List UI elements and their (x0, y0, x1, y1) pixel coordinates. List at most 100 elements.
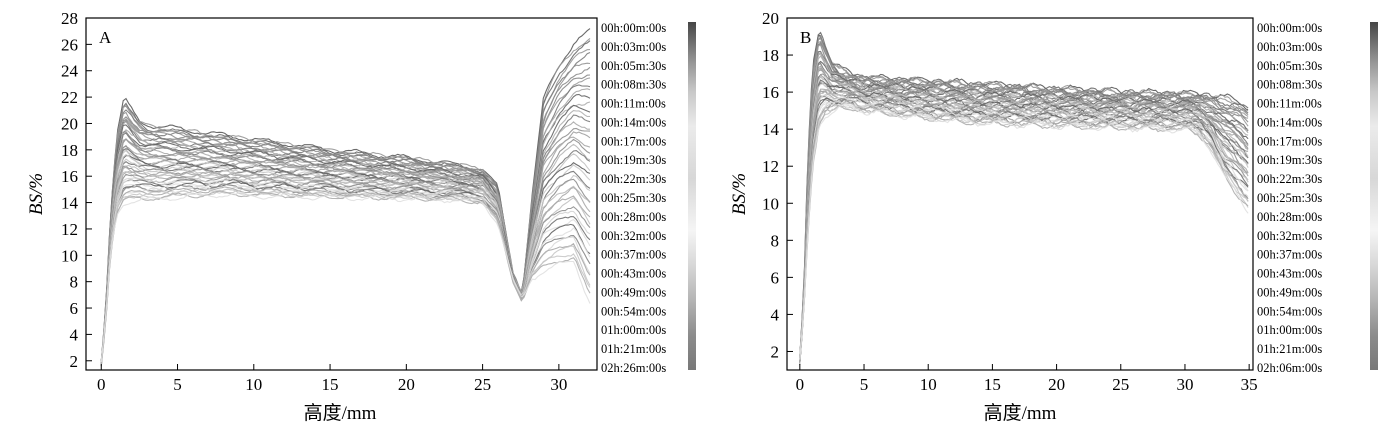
legend-entry: 00h:05m:30s (1257, 59, 1322, 73)
series-line (799, 41, 1249, 359)
x-tick-label: 5 (860, 375, 869, 394)
series-line (799, 104, 1249, 358)
series-line (799, 92, 1249, 359)
legend-color-bar (1370, 22, 1378, 370)
x-axis-label: 高度/mm (984, 402, 1057, 424)
series-line (100, 188, 591, 363)
series-line (799, 100, 1249, 363)
y-tick-label: 6 (70, 299, 79, 318)
legend-entry: 00h:00m:00s (601, 21, 666, 35)
x-tick-label: 0 (796, 375, 805, 394)
y-tick-label: 6 (771, 268, 780, 287)
x-tick-label: 10 (920, 375, 937, 394)
series-line (100, 181, 591, 362)
y-tick-label: 2 (70, 352, 79, 371)
series-line (799, 97, 1249, 364)
series-line (799, 103, 1249, 360)
legend-entry: 00h:37m:00s (601, 248, 666, 262)
x-tick-label: 35 (1241, 375, 1258, 394)
y-tick-label: 8 (771, 231, 780, 250)
series-line (799, 103, 1249, 360)
series-line (100, 192, 591, 363)
y-tick-label: 28 (61, 9, 78, 28)
series-line (100, 104, 591, 363)
x-tick-label: 30 (1176, 375, 1193, 394)
series-line (799, 31, 1249, 365)
x-tick-label: 25 (474, 375, 491, 394)
legend-entry: 00h:25m:30s (1257, 191, 1322, 205)
series-line (799, 90, 1249, 359)
x-tick-label: 20 (1048, 375, 1065, 394)
series-line (799, 36, 1249, 357)
panel-label: A (99, 28, 112, 47)
legend-entry: 00h:05m:30s (601, 59, 666, 73)
series-line (100, 173, 591, 363)
legend-entry: 00h:54m:00s (1257, 304, 1322, 318)
series-line (100, 182, 591, 365)
series-line (799, 34, 1249, 358)
series-line (100, 77, 591, 364)
series-line (100, 93, 591, 365)
legend-entry: 00h:28m:00s (601, 210, 666, 224)
x-tick-label: 20 (398, 375, 415, 394)
y-axis-label: BS/% (729, 173, 750, 215)
series-line (100, 177, 591, 362)
x-tick-label: 0 (97, 375, 106, 394)
series-line (100, 186, 591, 364)
series-line (799, 89, 1249, 364)
legend-entry: 01h:00m:00s (601, 323, 666, 337)
y-tick-label: 20 (762, 9, 779, 28)
series-line (100, 178, 591, 363)
legend-entry: 00h:19m:30s (601, 153, 666, 167)
chart-panel-b: 0 5 10 15 20 25 30 35 2 4 6 8 10 12 14 16 18 20 B 高度/mm BS/%… (729, 9, 1378, 424)
y-tick-label: 10 (762, 194, 779, 213)
y-tick-label: 22 (61, 88, 78, 107)
series-line (100, 179, 591, 366)
series-line (100, 40, 591, 365)
legend-entry: 00h:08m:30s (1257, 78, 1322, 92)
legend-entry: 01h:21m:00s (601, 342, 666, 356)
series-line (100, 131, 591, 365)
y-tick-label: 2 (771, 342, 780, 361)
y-tick-label: 14 (762, 120, 780, 139)
series-line (799, 93, 1249, 364)
legend-entry: 00h:43m:00s (601, 267, 666, 281)
series-line (100, 171, 591, 366)
legend-entry: 00h:22m:30s (601, 172, 666, 186)
legend-entry: 01h:21m:00s (1257, 342, 1322, 356)
x-tick-label: 5 (173, 375, 182, 394)
legend-entry: 00h:11m:00s (601, 97, 666, 111)
y-tick-label: 24 (61, 62, 79, 81)
y-tick-label: 4 (70, 325, 79, 344)
legend-color-bar (688, 22, 696, 370)
y-axis-label: BS/% (26, 173, 47, 215)
legend-entry: 01h:00m:00s (1257, 323, 1322, 337)
series-line (799, 97, 1249, 364)
series-line (100, 51, 591, 364)
y-tick-label: 14 (61, 194, 79, 213)
legend-entry: 00h:11m:00s (1257, 97, 1322, 111)
y-tick-label: 18 (61, 141, 78, 160)
series-line (799, 98, 1249, 365)
legend-entry: 00h:49m:00s (601, 285, 666, 299)
x-tick-label: 10 (245, 375, 262, 394)
series-line (100, 183, 591, 365)
series-line (799, 100, 1249, 360)
y-tick-label: 8 (70, 273, 79, 292)
legend-entry: 00h:22m:30s (1257, 172, 1322, 186)
series-line (100, 84, 591, 364)
x-tick-label: 30 (550, 375, 567, 394)
series-line (799, 73, 1249, 358)
legend-entry: 02h:26m:00s (601, 361, 666, 375)
legend-entry: 00h:17m:00s (1257, 134, 1322, 148)
plot-frame (85, 17, 598, 371)
chart-panel-a: 0 5 10 15 20 25 30246810121416182022242628A高度/… (26, 9, 696, 424)
y-tick-label: 20 (61, 114, 78, 133)
legend-entry: 00h:28m:00s (1257, 210, 1322, 224)
series-line (100, 49, 591, 367)
series-line (100, 161, 591, 362)
y-tick-label: 18 (762, 46, 779, 65)
legend-entry: 00h:43m:00s (1257, 267, 1322, 281)
series-line (799, 74, 1249, 363)
